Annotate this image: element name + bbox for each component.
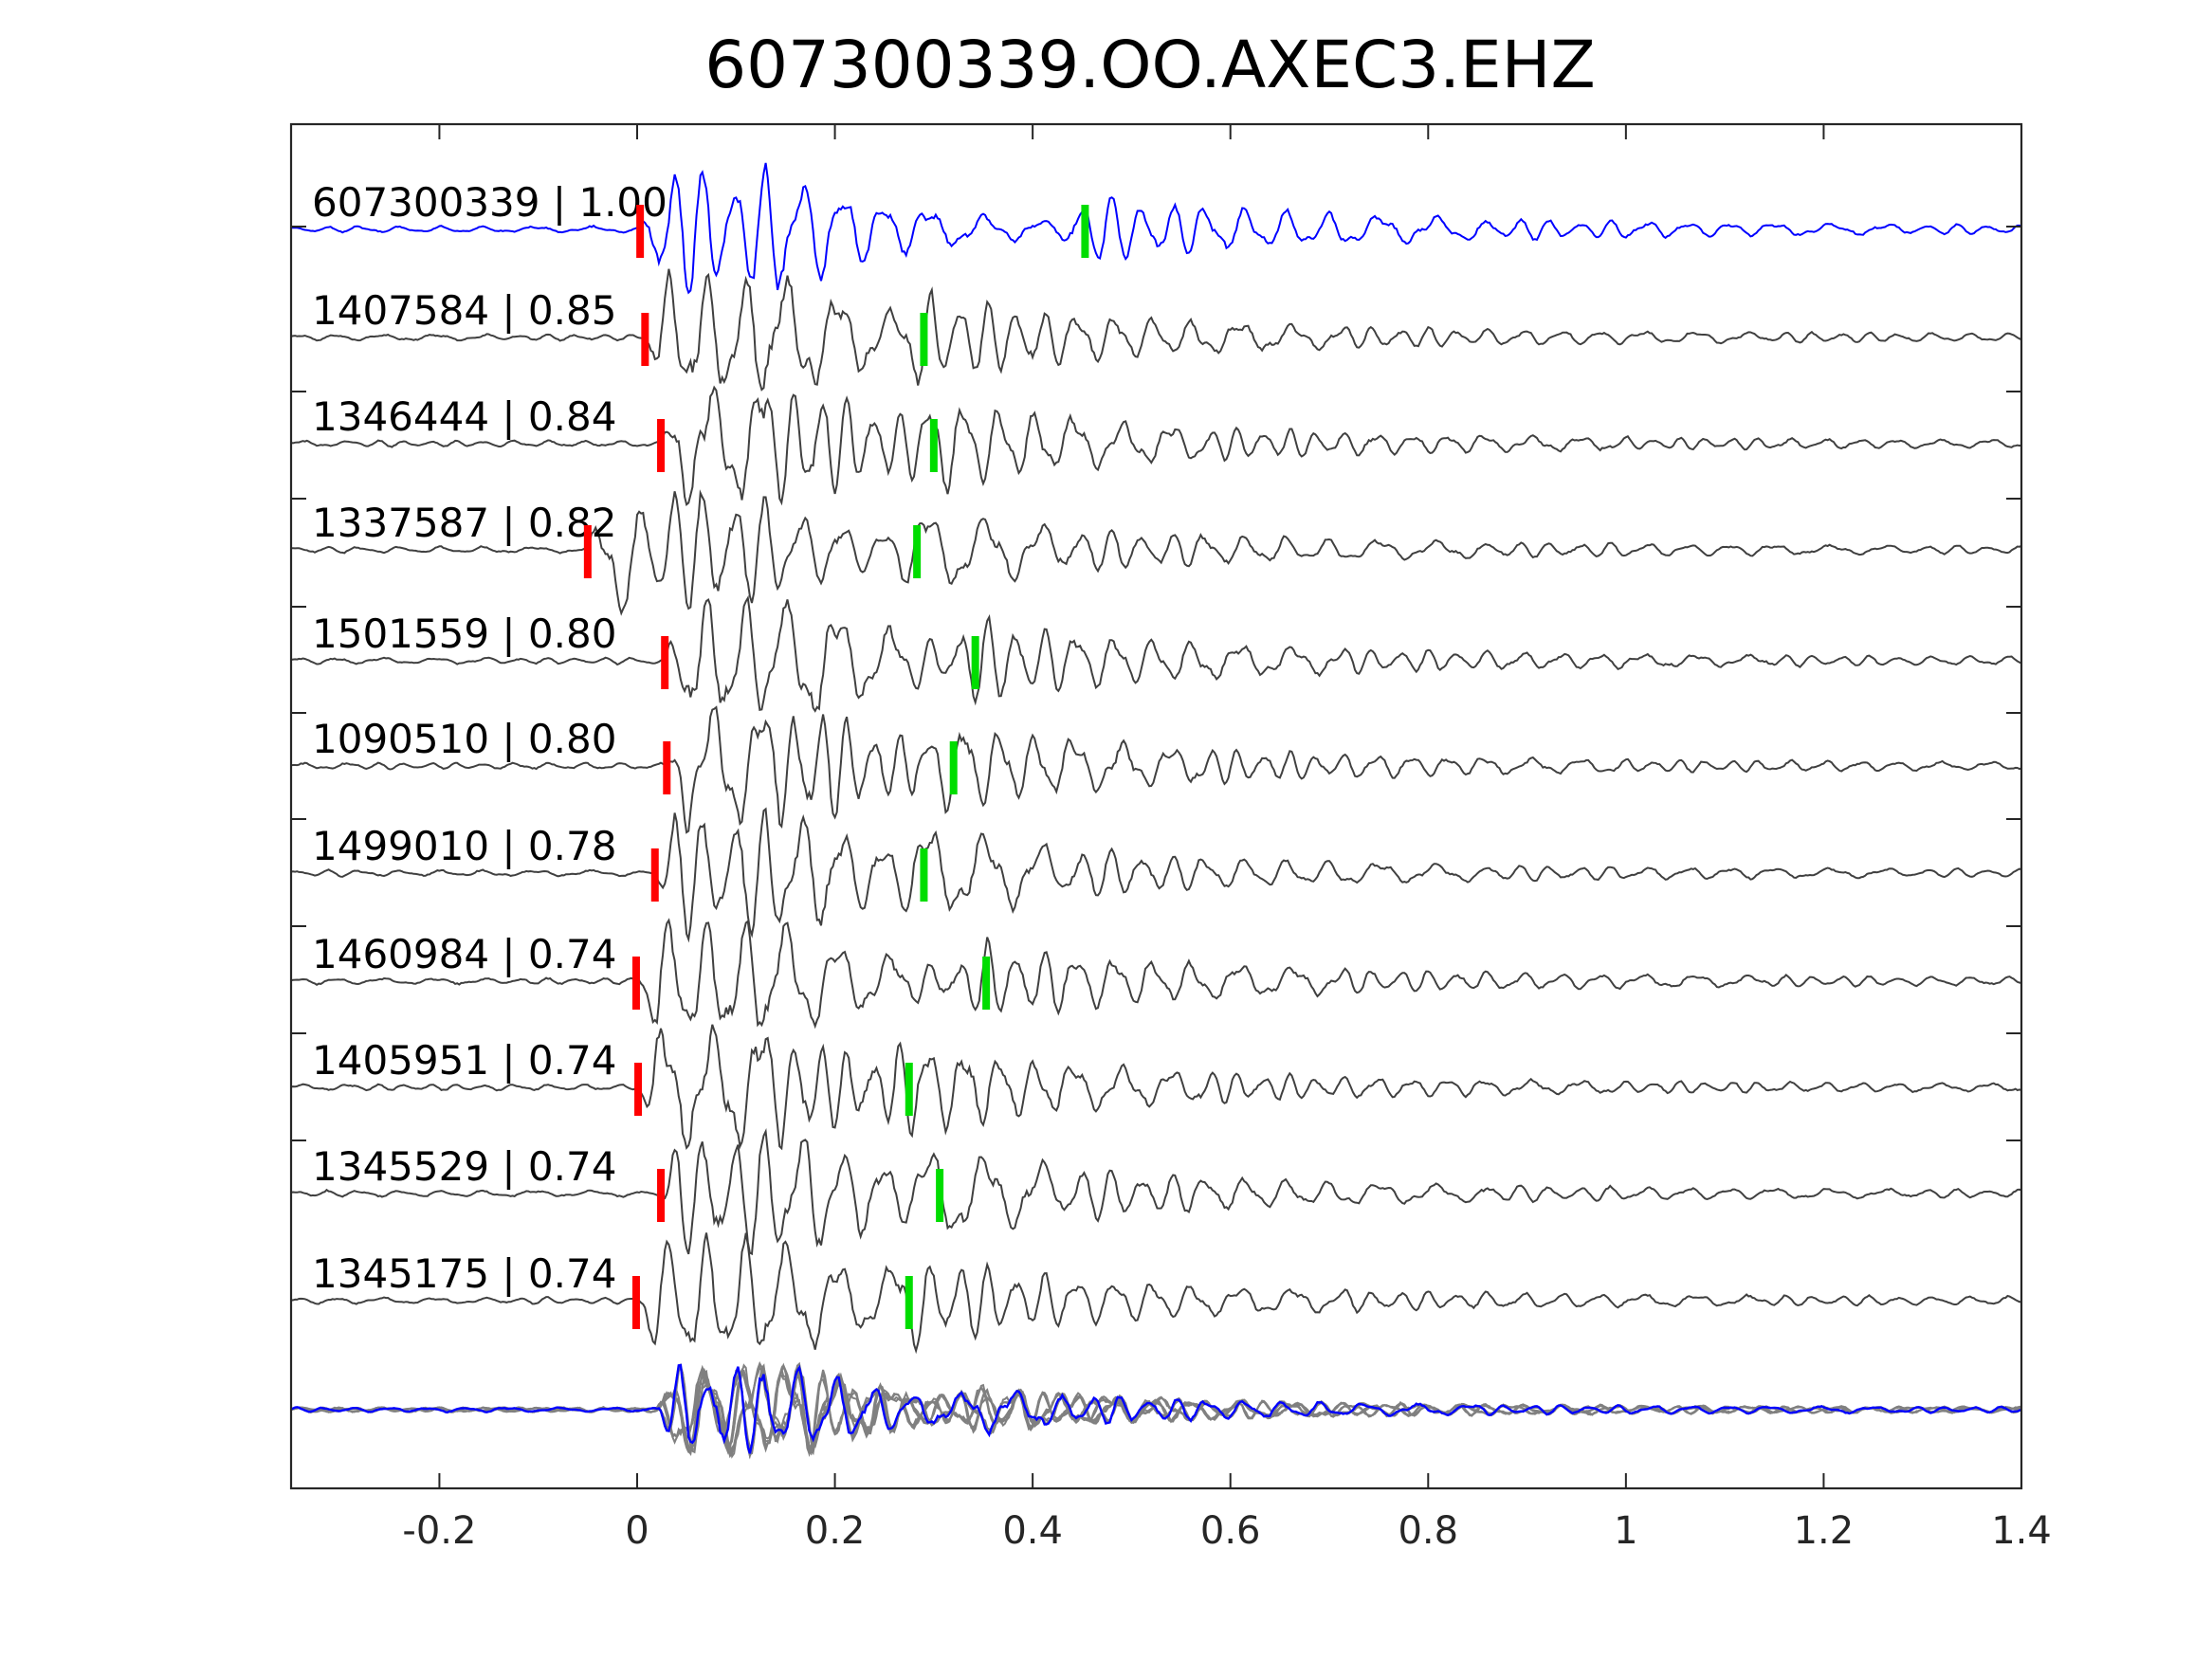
x-tick-label-9: 1.4 <box>1991 1509 2052 1553</box>
waveform-trace-3 <box>290 385 2022 507</box>
chart-title: 607300339.OO.AXEC3.EHZ <box>704 27 1596 103</box>
axes-box <box>289 122 2023 1490</box>
trace-label-9: 1405951 | 0.74 <box>312 1037 616 1084</box>
x-tick-label-8: 1.2 <box>1794 1509 1855 1553</box>
trace-label-7: 1499010 | 0.78 <box>312 823 616 869</box>
trace-label-4: 1337587 | 0.82 <box>312 500 616 546</box>
trace-labels: 607300339 | 1.00 1407584 | 0.85 1346444 | … <box>312 179 667 1297</box>
x-tick-label-2: 0 <box>625 1509 649 1553</box>
waveform-trace-6 <box>290 705 2022 834</box>
trace-label-3: 1346444 | 0.84 <box>312 393 616 440</box>
axis-ticks <box>291 124 2022 1488</box>
trace-label-2: 1407584 | 0.85 <box>312 287 616 334</box>
trace-label-11: 1345175 | 0.74 <box>312 1250 616 1297</box>
waveform-trace-11 <box>290 1232 2022 1355</box>
trace-label-6: 1090510 | 0.80 <box>312 716 616 762</box>
waveform-trace-7 <box>290 807 2022 943</box>
waveform-trace-1 <box>290 162 2022 295</box>
plot-area <box>290 162 2022 1460</box>
x-tick-label-1: -0.2 <box>402 1509 476 1553</box>
stack-trace-11 <box>290 1363 2022 1454</box>
trace-label-5: 1501559 | 0.80 <box>312 611 616 657</box>
trace-label-1: 607300339 | 1.00 <box>312 179 667 226</box>
x-tick-label-5: 0.6 <box>1200 1509 1261 1553</box>
waveform-trace-4 <box>290 489 2022 616</box>
stack-trace-10 <box>290 1368 2022 1455</box>
waveform-trace-9 <box>290 1024 2022 1151</box>
x-tick-label-4: 0.4 <box>1002 1509 1063 1553</box>
trace-label-8: 1460984 | 0.74 <box>312 931 616 977</box>
x-tick-label-7: 1 <box>1614 1509 1637 1553</box>
x-axis-tick-labels: -0.2 0 0.2 0.4 0.6 0.8 1 1.2 1.4 <box>402 1509 2051 1553</box>
waveform-trace-8 <box>290 918 2022 1030</box>
trace-label-10: 1345529 | 0.74 <box>312 1143 616 1190</box>
x-tick-label-6: 0.8 <box>1398 1509 1458 1553</box>
waveform-trace-5 <box>290 594 2022 713</box>
x-tick-label-3: 0.2 <box>805 1509 866 1553</box>
waveform-trace-2 <box>290 268 2022 392</box>
phase-picks <box>583 205 1089 1329</box>
waveform-trace-10 <box>290 1128 2022 1256</box>
